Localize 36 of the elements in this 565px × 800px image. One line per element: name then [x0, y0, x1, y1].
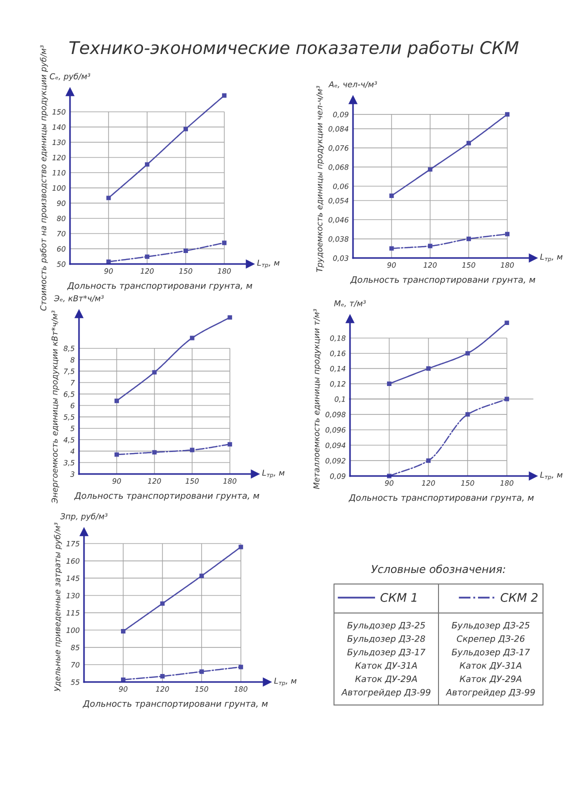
text: Бульдозер ДЗ-17	[347, 648, 426, 658]
text: Mₑ, т/м³	[334, 300, 366, 308]
text: L$_{тр}$, м	[540, 254, 562, 262]
text: Бульдозер ДЗ-25	[452, 622, 530, 630]
text: Бульдозер ДЗ-28	[347, 635, 426, 644]
text: L$_{тр}$, м	[540, 472, 562, 480]
text: Эₑ, кВт*ч/м³	[54, 295, 104, 302]
text: L$_{тр}$, м	[257, 260, 280, 268]
text: Автогрейдер ДЗ-99	[446, 688, 535, 698]
text: Зпр, руб/м³	[60, 512, 108, 521]
legend-label: СКМ 1	[380, 593, 416, 602]
text: Каток ДУ-31А	[355, 662, 417, 670]
text: Бульдозер ДЗ-25	[347, 622, 425, 630]
text: Автогрейдер ДЗ-99	[341, 688, 430, 698]
text: L$_{тр}$, м	[274, 678, 296, 686]
y-axis-title: Металлоемкость единицы продукции т/м³	[313, 309, 321, 489]
text: Условные обозначения:	[371, 564, 506, 574]
y-axis-title: Стоимость работ на производство единицы продукции руб/м³	[40, 45, 48, 311]
text: Технико-экономические показатели работы СКМ	[69, 40, 519, 58]
text: L$_{тр}$, м	[262, 470, 284, 478]
legend-label: СКМ 2	[500, 593, 538, 602]
y-axis-title: Энергоемкость единицы продукции кВт*ч/м³	[52, 310, 60, 504]
x-axis-title: Дольность транспортировани грунта, м	[348, 494, 534, 503]
y-axis-title: Удельные приведенные затраты руб/м³	[54, 522, 62, 692]
text: Каток ДУ-29А	[355, 676, 417, 684]
text: Скрепер ДЗ-26	[456, 635, 525, 644]
y-axis-title: Трудоемкость единицы продукции чел-ч/м³	[316, 86, 324, 272]
text: Каток ДУ-29А	[460, 676, 522, 684]
x-axis-title: Дольность транспортировани грунта, м	[67, 282, 252, 291]
x-axis-title: Дольность транспортировани грунта, м	[82, 700, 268, 709]
text: Каток ДУ-31А	[460, 662, 522, 670]
text: Сₑ, руб/м³	[50, 72, 90, 81]
text: Бульдозер ДЗ-17	[452, 648, 530, 658]
text: Aₑ, чел-ч/м³	[328, 81, 378, 88]
x-axis-title: Дольность транспортировани грунта, м	[74, 492, 260, 501]
x-axis-title: Дольность транспортировани грунта, м	[350, 276, 536, 285]
